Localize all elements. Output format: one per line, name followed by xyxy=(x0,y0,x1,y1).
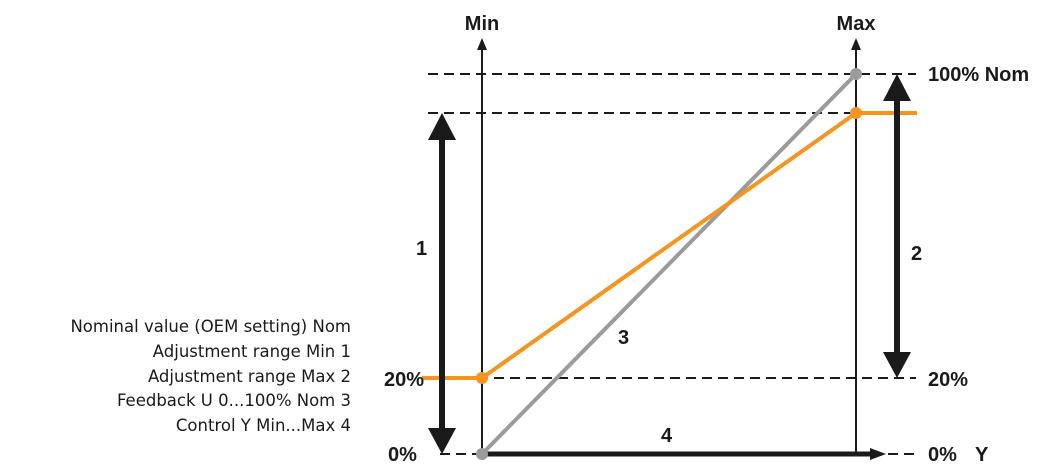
legend-item: Control Y Min...Max 4 xyxy=(175,416,351,436)
characteristic-min-dot xyxy=(476,372,488,384)
characteristic-max-dot xyxy=(850,107,862,119)
feedback-end-dot xyxy=(850,68,862,80)
marker-4: 4 xyxy=(661,425,673,447)
range-min-arrow-bottom xyxy=(428,428,456,454)
level-0-left-label: 0% xyxy=(388,444,417,466)
marker-3: 3 xyxy=(618,327,629,349)
min-axis-arrowhead xyxy=(477,38,487,50)
feedback-line xyxy=(480,72,858,456)
marker-1: 1 xyxy=(416,238,427,260)
legend-item: Feedback U 0...100% Nom 3 xyxy=(116,391,351,411)
legend-item: Adjustment range Max 2 xyxy=(147,366,351,386)
legend: Nominal value (OEM setting) Nom Adjustme… xyxy=(0,315,351,439)
marker-2: 2 xyxy=(911,243,922,265)
control-axis-arrowhead xyxy=(870,448,886,460)
level-0-right-label: 0% xyxy=(928,444,957,466)
range-max-arrow-bottom xyxy=(883,352,911,378)
level-20-right-label: 20% xyxy=(928,369,968,391)
control-y-label: Y xyxy=(975,444,989,466)
level-100-nom-label: 100% Nom xyxy=(928,64,1029,86)
legend-item: Nominal value (OEM setting) Nom xyxy=(70,317,351,336)
range-max-arrow-top xyxy=(883,74,911,101)
characteristic-line xyxy=(422,111,917,380)
feedback-start-dot xyxy=(476,448,488,460)
legend-item: Adjustment range Min 1 xyxy=(152,341,351,361)
range-min-arrow-top xyxy=(428,113,456,140)
level-20-left-label: 20% xyxy=(384,369,424,391)
min-axis-label: Min xyxy=(465,13,499,35)
max-axis-arrowhead xyxy=(851,38,861,50)
max-axis-label: Max xyxy=(837,13,876,35)
